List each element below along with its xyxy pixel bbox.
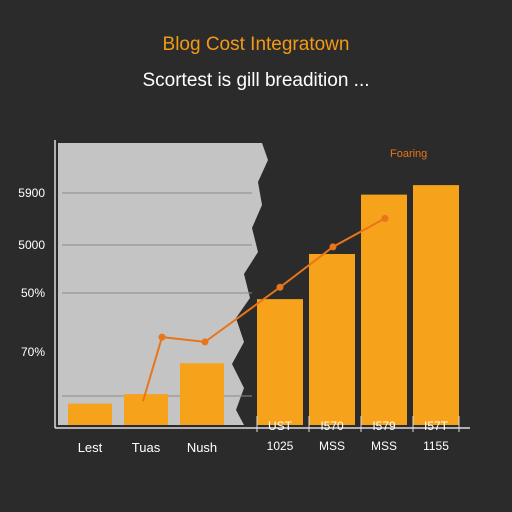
bar <box>124 394 168 425</box>
bar <box>257 299 303 425</box>
line-point <box>201 338 209 346</box>
x-tick-label: I579 <box>372 419 396 433</box>
chart-subtitle: Scortest is gill breadition ... <box>142 70 370 91</box>
x-tick-label: Tuas <box>132 440 161 455</box>
x-tick-label: MSS <box>371 439 397 453</box>
y-tick-label: 5900 <box>18 186 45 200</box>
y-tick-label: 5000 <box>18 238 45 252</box>
x-tick-label: UST <box>268 419 293 433</box>
bar <box>361 194 407 425</box>
x-tick-label: 1155 <box>423 439 449 453</box>
bar <box>68 403 112 425</box>
line-point <box>276 283 284 291</box>
line-point <box>329 243 337 251</box>
left-panel-background <box>58 143 268 425</box>
line-point <box>381 214 389 222</box>
line-point <box>158 333 166 341</box>
x-tick-label: MSS <box>319 439 345 453</box>
bar <box>309 254 355 425</box>
line-series-label: Foaring <box>390 148 427 160</box>
bar <box>413 185 459 425</box>
x-tick-label: 1025 <box>267 439 294 453</box>
chart-title: Blog Cost Integratown <box>162 34 350 55</box>
y-tick-label: 50% <box>21 286 45 300</box>
x-tick-label: I570 <box>320 419 344 433</box>
x-tick-label: Lest <box>78 440 103 455</box>
line-series <box>142 217 386 402</box>
x-tick-label: I57T <box>424 419 449 433</box>
x-tick-label: Nush <box>187 440 217 455</box>
bar <box>180 363 224 425</box>
y-tick-label: 70% <box>21 345 45 359</box>
